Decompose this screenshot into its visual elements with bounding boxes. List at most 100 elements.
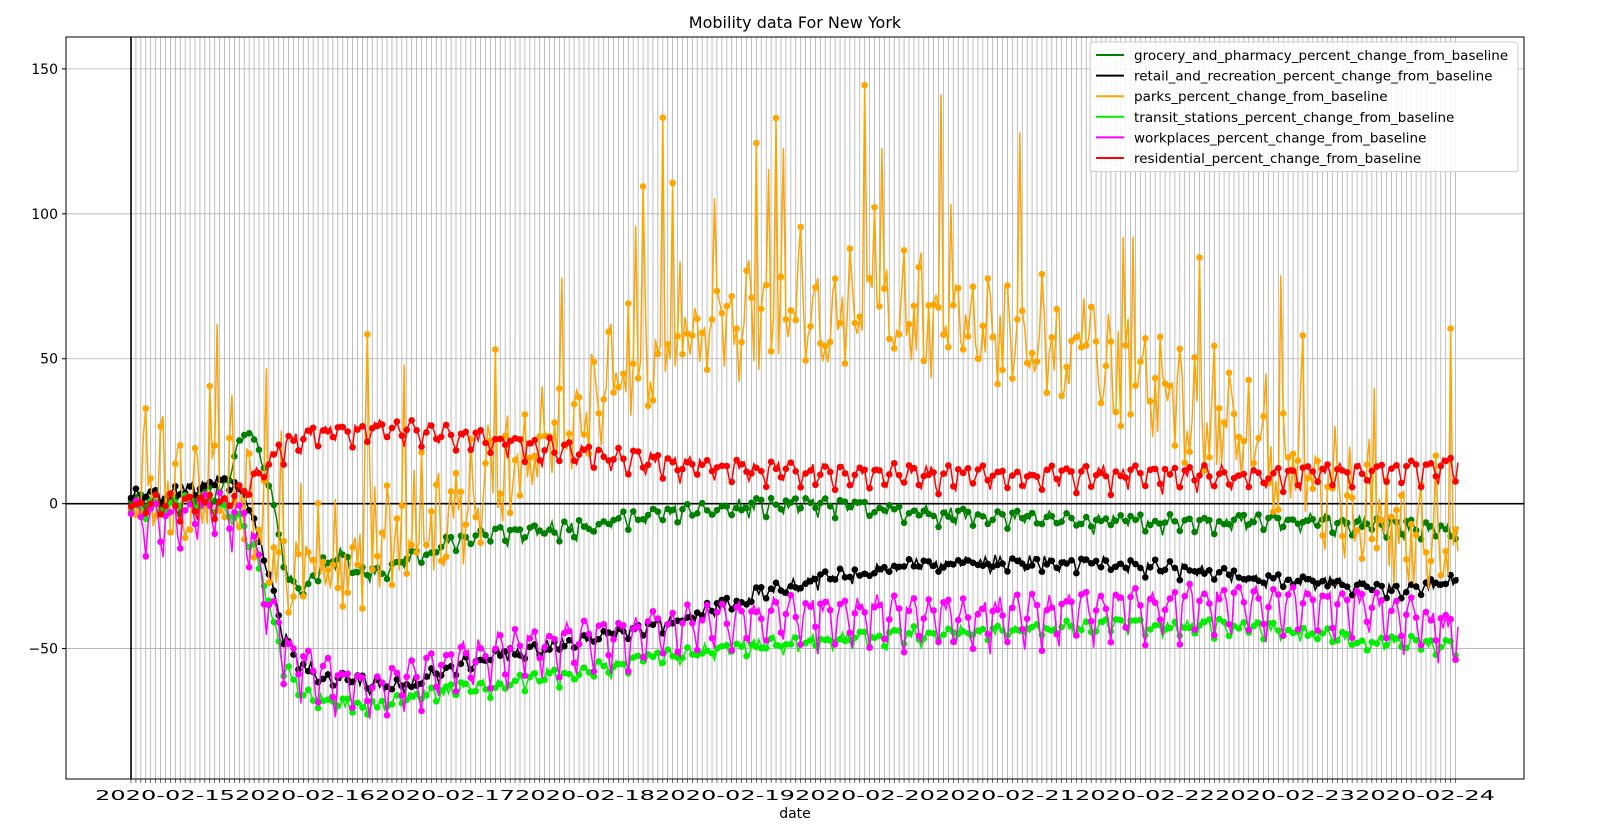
data-point <box>1393 635 1400 642</box>
data-point <box>1097 517 1105 525</box>
data-point <box>999 511 1006 518</box>
data-point <box>1181 592 1189 600</box>
data-point <box>851 609 859 617</box>
data-point <box>1403 611 1410 619</box>
data-point <box>954 465 962 473</box>
data-point <box>501 441 509 449</box>
data-point <box>585 525 593 533</box>
legend-label: grocery_and_pharmacy_percent_change_from… <box>1134 48 1508 64</box>
data-point <box>319 675 327 683</box>
data-point <box>186 493 194 501</box>
data-point <box>186 526 194 534</box>
data-point <box>1407 520 1415 528</box>
data-point <box>728 478 736 486</box>
data-point <box>418 559 425 566</box>
data-point <box>915 563 923 570</box>
data-point <box>866 512 873 520</box>
data-point <box>1161 566 1169 574</box>
data-point <box>885 568 893 575</box>
data-point <box>1210 576 1218 583</box>
data-point <box>797 641 804 648</box>
data-point <box>1309 596 1317 604</box>
data-point <box>885 335 893 343</box>
data-point <box>713 506 721 514</box>
data-point <box>1132 462 1139 469</box>
data-point <box>245 429 253 437</box>
data-point <box>1299 600 1307 607</box>
data-point <box>1156 333 1164 341</box>
data-point <box>940 631 947 638</box>
data-point <box>157 423 164 430</box>
data-point <box>1023 615 1031 623</box>
data-point <box>762 595 770 602</box>
data-point <box>871 569 878 577</box>
data-point <box>841 574 849 581</box>
data-point <box>1102 515 1110 522</box>
data-point <box>654 615 662 622</box>
data-point <box>1215 615 1223 623</box>
data-point <box>615 660 622 668</box>
data-point <box>428 650 435 657</box>
data-point <box>142 493 150 501</box>
data-point <box>580 446 588 454</box>
data-point <box>1393 461 1400 469</box>
data-point <box>373 704 381 711</box>
data-point <box>1274 571 1282 578</box>
data-point <box>585 443 593 451</box>
data-point <box>1097 618 1105 625</box>
data-point <box>506 437 514 445</box>
data-point <box>1063 560 1070 567</box>
data-point <box>1137 511 1144 518</box>
data-point <box>890 505 898 513</box>
data-point <box>1319 630 1326 637</box>
data-point <box>945 343 952 351</box>
data-point <box>462 680 470 688</box>
data-point <box>1309 485 1317 493</box>
data-point <box>442 683 450 690</box>
data-point <box>1383 641 1390 649</box>
data-point <box>782 610 790 618</box>
data-point <box>821 636 829 644</box>
data-point <box>684 601 691 608</box>
data-point <box>1132 560 1139 568</box>
data-point <box>669 179 676 187</box>
data-point <box>432 698 440 705</box>
data-point <box>590 528 598 535</box>
data-point <box>1343 469 1351 476</box>
data-point <box>176 545 184 552</box>
data-point <box>679 350 686 358</box>
data-point <box>295 447 302 454</box>
data-point <box>1102 605 1110 613</box>
data-point <box>649 397 657 404</box>
data-point <box>1043 389 1051 397</box>
data-point <box>147 475 154 482</box>
x-tick-labels: 2020-02-152020-02-162020-02-172020-02-18… <box>95 789 1495 804</box>
data-point <box>496 631 504 639</box>
data-point <box>738 607 745 615</box>
data-point <box>1097 563 1105 571</box>
y-axis: −50 0 50 100 150 <box>28 62 66 658</box>
data-point <box>1014 591 1021 599</box>
data-point <box>1398 492 1405 499</box>
data-point <box>388 685 396 693</box>
data-point <box>1033 520 1041 527</box>
data-point <box>1427 617 1435 624</box>
legend: grocery_and_pharmacy_percent_change_from… <box>1089 41 1519 173</box>
data-point <box>1363 618 1371 626</box>
data-point <box>437 557 445 565</box>
data-point <box>314 704 322 712</box>
data-point <box>526 643 534 651</box>
data-point <box>1127 512 1134 520</box>
data-point <box>999 560 1006 567</box>
data-point <box>777 629 785 636</box>
data-point <box>1078 591 1085 598</box>
data-point <box>546 669 553 677</box>
data-point <box>1348 591 1356 599</box>
data-point <box>467 674 475 682</box>
data-point <box>772 641 780 649</box>
data-point <box>1215 595 1223 603</box>
data-point <box>472 532 479 539</box>
data-point <box>871 508 878 516</box>
data-point <box>610 456 617 463</box>
data-point <box>1023 359 1031 367</box>
